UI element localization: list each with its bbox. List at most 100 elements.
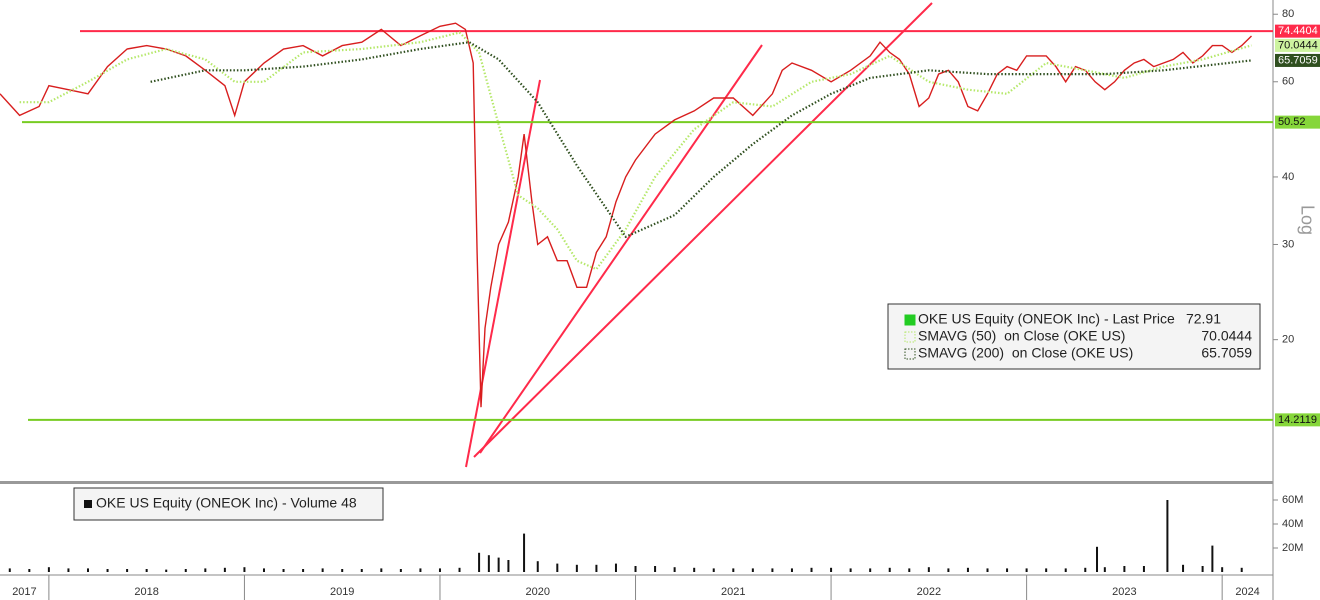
- volume-bar: [869, 568, 872, 572]
- y-tick-label: 40M: [1282, 518, 1303, 530]
- volume-bar: [1240, 567, 1243, 572]
- volume-bar: [536, 561, 539, 572]
- y-tick-label: 60M: [1282, 494, 1303, 506]
- volume-bar: [908, 568, 911, 572]
- volume-bar: [849, 568, 852, 572]
- level-tag: [1275, 115, 1320, 129]
- level-tag-label: 50.52: [1278, 116, 1306, 128]
- volume-bar: [8, 568, 11, 572]
- trend-line: [479, 44, 763, 454]
- volume-bar: [830, 567, 833, 572]
- level-tag: [1275, 413, 1320, 427]
- volume-bar: [497, 557, 500, 572]
- volume-bar: [693, 567, 696, 572]
- volume-bar: [380, 568, 383, 572]
- legend-box: [887, 303, 1261, 370]
- legend-icon: [904, 314, 916, 326]
- volume-bar: [1084, 567, 1087, 572]
- legend: OKE US Equity (ONEOK Inc) - Last Price 72…: [887, 303, 1261, 370]
- volume-bar: [28, 569, 31, 572]
- x-tick-label: 2020: [526, 586, 550, 598]
- volume-bar: [1103, 567, 1106, 572]
- volume-bar: [1096, 546, 1099, 572]
- volume-bar: [47, 567, 50, 572]
- volume-bar: [243, 567, 246, 572]
- y-tick-label: 60: [1282, 76, 1294, 88]
- volume-bar: [165, 569, 168, 572]
- volume-bar: [712, 568, 715, 572]
- volume-bar: [399, 569, 402, 572]
- volume-bar: [810, 567, 813, 572]
- volume-bar: [927, 567, 930, 572]
- legend-label: OKE US Equity (ONEOK Inc) - Volume 48: [96, 495, 357, 511]
- x-tick-label: 2021: [721, 586, 745, 598]
- x-tick-label: 2017: [12, 586, 36, 598]
- legend-icon: [904, 348, 916, 360]
- volume-bar: [223, 567, 226, 572]
- volume-bar: [1221, 567, 1224, 572]
- volume-bar: [67, 568, 70, 572]
- volume-bar: [478, 552, 481, 572]
- volume-bar: [1006, 568, 1009, 572]
- level-tag: [1275, 24, 1320, 38]
- volume-bar: [986, 568, 989, 572]
- volume-bar: [1064, 568, 1067, 572]
- volume-bar: [419, 568, 422, 572]
- legend-icon: [904, 331, 916, 343]
- legend-box: [73, 487, 384, 521]
- level-tag-label: 74.4404: [1278, 25, 1318, 37]
- volume-bar: [595, 564, 598, 572]
- price-line: [0, 22, 1252, 408]
- x-tick-label: 2022: [917, 586, 941, 598]
- volume-bar: [438, 568, 441, 572]
- legend-label: OKE US Equity (ONEOK Inc) - Last Price: [918, 311, 1175, 327]
- volume-bar: [732, 568, 735, 572]
- scale-label: Log: [1297, 205, 1317, 235]
- y-tick-label: 30: [1282, 238, 1294, 250]
- y-tick-label: 80: [1282, 8, 1294, 20]
- volume-bar: [947, 568, 950, 572]
- volume-bar: [1166, 500, 1169, 572]
- volume-bar: [575, 564, 578, 572]
- legend-value: 72.91: [1186, 311, 1221, 327]
- trend-lines: [465, 2, 933, 468]
- volume-bar: [751, 568, 754, 572]
- volume-bar: [888, 567, 891, 572]
- legend-label: SMAVG (200) on Close (OKE US): [918, 345, 1133, 361]
- volume-bar: [673, 567, 676, 572]
- x-tick-label: 2018: [134, 586, 158, 598]
- volume-bar: [184, 569, 187, 572]
- volume-bar: [1182, 564, 1185, 572]
- volume-bar: [145, 569, 148, 572]
- volume-bar: [614, 563, 617, 572]
- x-tick-label: 2023: [1112, 586, 1136, 598]
- series-tag-label: 65.7059: [1278, 54, 1318, 66]
- volume-bar: [1123, 566, 1126, 572]
- volume-bar: [790, 568, 793, 572]
- series-tag-label: 70.0444: [1278, 39, 1318, 51]
- x-tick-label: 2019: [330, 586, 354, 598]
- volume-bar: [1045, 568, 1048, 572]
- series-tag: [1275, 38, 1320, 52]
- trend-line: [473, 2, 933, 458]
- volume-bar: [360, 569, 363, 572]
- price-line: [150, 41, 1252, 239]
- volume-bar: [1025, 568, 1028, 572]
- volume-bar: [1142, 566, 1145, 572]
- y-tick-label: 20M: [1282, 542, 1303, 554]
- level-tag-label: 14.2119: [1278, 414, 1317, 426]
- trend-line: [465, 79, 541, 468]
- legend-label: SMAVG (50) on Close (OKE US): [918, 328, 1125, 344]
- volume-bar: [106, 569, 109, 572]
- legend-value: 70.0444: [1201, 328, 1252, 344]
- volume-bar: [204, 568, 207, 572]
- legend-icon: [84, 500, 92, 508]
- y-tick-label: 40: [1282, 171, 1294, 183]
- volume-bar: [126, 569, 129, 572]
- legend-value: 65.7059: [1201, 345, 1252, 361]
- volume-bar: [634, 566, 637, 572]
- volume-bar: [341, 569, 344, 572]
- volume-bar: [321, 568, 324, 572]
- volume-bar: [523, 533, 526, 572]
